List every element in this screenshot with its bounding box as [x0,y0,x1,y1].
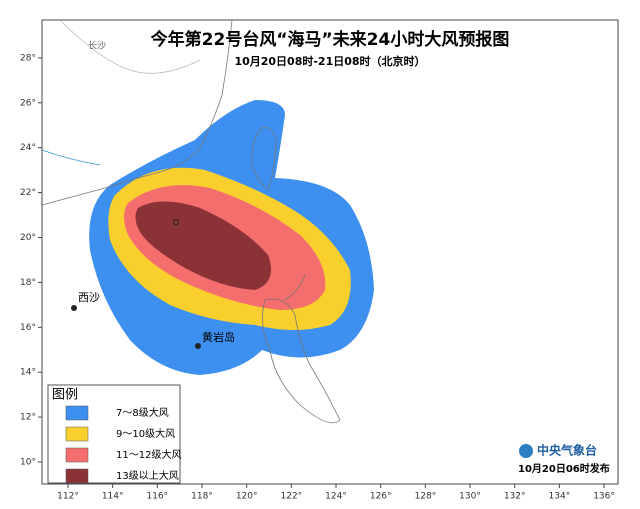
typhoon-center [173,219,179,225]
lon-tick-label: 122° [281,492,303,502]
agency: 中央气象台 [537,443,597,458]
luzon [262,298,341,424]
lat-tick-label: 28° [20,53,36,63]
legend-swatch [65,447,89,463]
lat-tick-label: 24° [20,143,36,153]
lat-tick-label: 20° [20,233,36,243]
legend-swatch [65,426,89,442]
legend-label: 13级以上大风 [116,469,179,482]
legend-swatch [65,468,89,484]
legend-label: 11～12级大风 [116,448,181,461]
coastlines [41,19,341,424]
legend: 图例 [47,384,181,484]
lon-tick-label: 128° [415,492,437,502]
wind-zones [89,100,375,375]
lon-tick-label: 132° [504,492,526,502]
legend-title: 图例 [52,388,78,403]
lon-tick-label: 112° [57,492,79,502]
lat-tick-label: 22° [20,188,36,198]
lon-tick-label: 126° [370,492,392,502]
lat-tick-label: 12° [20,413,36,423]
lon-tick-label: 114° [102,492,124,502]
issued-time: 10月20日06时发布 [518,462,610,475]
footer: 中央气象台 10月20日06时发布 [518,443,610,476]
lon-tick-label: 120° [236,492,258,502]
legend-label: 9～10级大风 [116,427,175,440]
china-coast [41,19,233,206]
lat-tick-label: 10° [20,458,36,468]
huangyan-dot [195,343,201,349]
lat-tick-label: 14° [20,368,36,378]
lat-tick-label: 18° [20,278,36,288]
province-border [59,19,201,74]
zone-13-plus [135,201,272,290]
taiwan [251,127,277,191]
lat-tick-label: 16° [20,323,36,333]
luzon-north [284,274,306,301]
river [41,149,101,166]
lon-tick-label: 136° [593,492,615,502]
place-label: 长沙 [88,40,106,52]
lon-tick-label: 116° [146,492,168,502]
lon-tick-label: 134° [549,492,571,502]
legend-label: 7～8级大风 [116,406,169,419]
place-label: 西沙 [78,291,100,304]
title: 今年第22号台风“海马”未来24小时大风预报图 [151,29,510,50]
legend-swatch [65,405,89,421]
lat-tick-label: 26° [20,98,36,108]
lon-tick-label: 124° [325,492,347,502]
agency-logo [519,444,533,458]
lon-tick-label: 118° [191,492,213,502]
xisha-dot [71,305,77,311]
lon-tick-label: 130° [459,492,481,502]
place-label: 黄岩岛 [202,330,235,344]
subtitle: 10月20日08时-21日08时（北京时） [234,54,425,68]
